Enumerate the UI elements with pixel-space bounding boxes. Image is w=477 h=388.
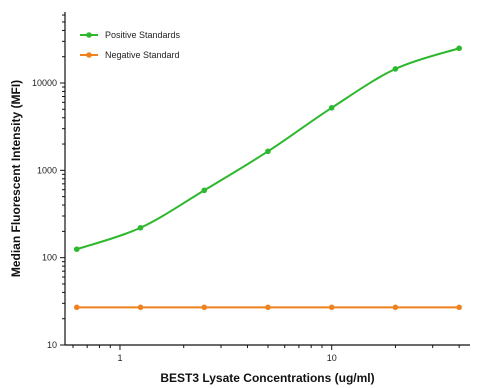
legend-item: Positive Standards [80,30,181,40]
data-point [265,304,271,311]
data-point [201,187,208,194]
data-point [265,148,271,155]
legend-swatch-marker [86,32,92,38]
data-point [137,224,144,231]
data-point [328,304,335,311]
y-tick-label: 100 [42,253,57,263]
x-tick-label: 1 [117,353,122,363]
data-point [392,304,399,311]
plot-area [73,45,462,311]
y-tick-label: 10 [47,340,57,350]
legend-item: Negative Standard [80,50,180,60]
data-point [456,304,462,311]
x-tick-label: 10 [327,353,337,363]
data-point [137,304,144,311]
y-tick-label: 10000 [32,78,57,88]
data-point [456,45,462,52]
data-point [73,246,80,253]
x-axis-title: BEST3 Lysate Concentrations (ug/ml) [160,371,374,385]
legend-label: Positive Standards [105,30,181,40]
legend: Positive Standards Negative Standard [80,30,181,60]
series-1 [73,45,462,253]
data-point [392,66,399,72]
y-axis-title: Median Fluorescent Intensity (MFI) [9,80,23,277]
data-point [73,304,80,311]
y-tick-label: 1000 [37,165,57,175]
axes: 10 100 1000 10000 1 10 [32,12,470,363]
series-2 [73,304,462,311]
data-point [201,304,208,311]
legend-swatch-marker [86,52,92,58]
data-point [328,104,335,111]
legend-label: Negative Standard [105,50,180,60]
